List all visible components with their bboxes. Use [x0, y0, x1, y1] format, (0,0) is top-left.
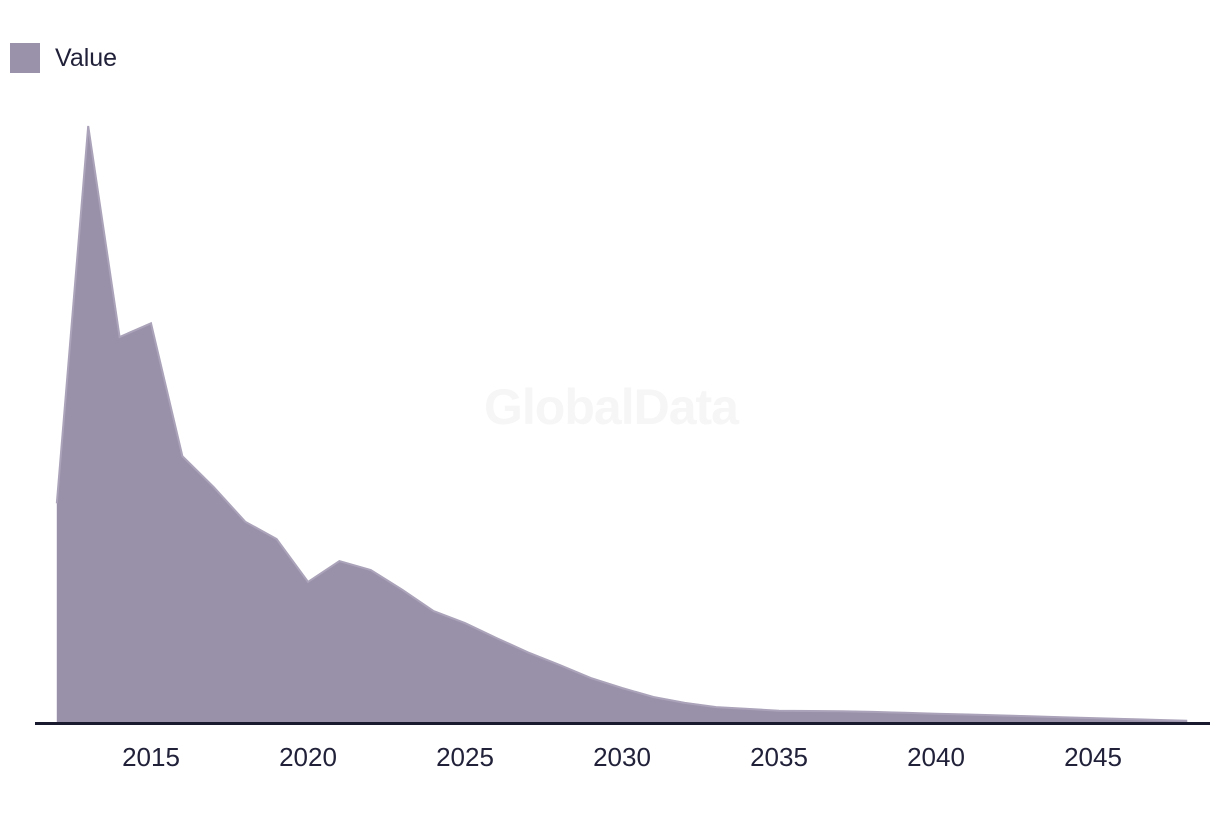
x-axis-line — [35, 722, 1210, 725]
value-area-edge-line — [55, 125, 1188, 722]
legend-label: Value — [55, 44, 118, 72]
x-tick-label: 2020 — [279, 742, 337, 772]
x-tick-label: 2030 — [593, 742, 651, 772]
x-axis-tick-labels: 2015 2020 2025 2030 2035 2040 2045 — [122, 742, 1122, 772]
x-tick-label: 2045 — [1064, 742, 1122, 772]
x-tick-label: 2015 — [122, 742, 180, 772]
watermark-text: GlobalData — [484, 379, 740, 435]
x-tick-label: 2040 — [907, 742, 965, 772]
value-area-fill[interactable] — [56, 126, 1188, 722]
x-tick-label: 2035 — [750, 742, 808, 772]
x-tick-label: 2025 — [436, 742, 494, 772]
legend-swatch — [10, 43, 40, 73]
legend-item-value[interactable]: Value — [10, 43, 117, 73]
